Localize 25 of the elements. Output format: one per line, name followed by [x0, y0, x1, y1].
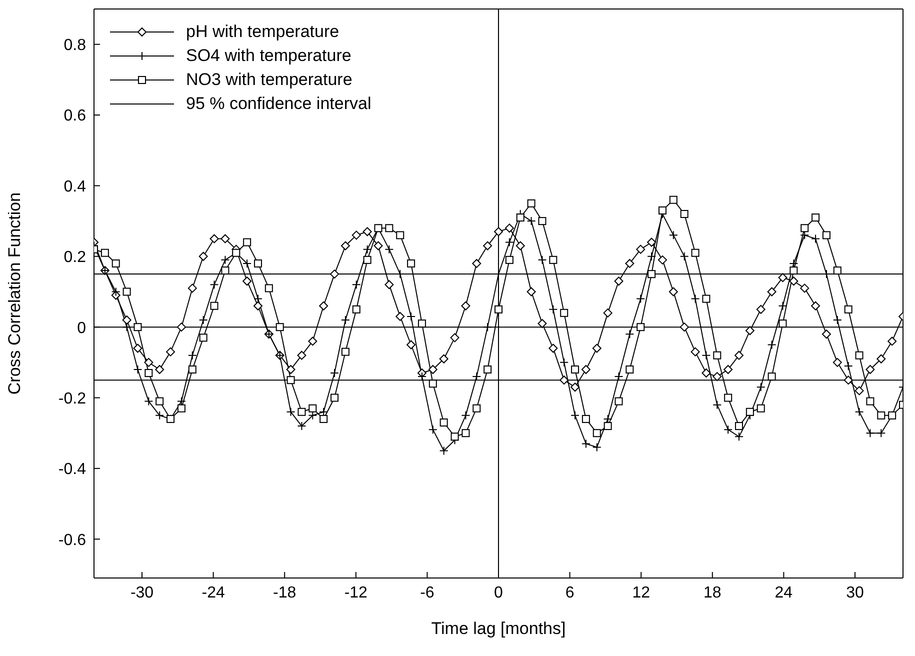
x-tick-label: -6 [420, 584, 434, 602]
x-axis-title: Time lag [months] [431, 619, 566, 638]
x-tick-label: 6 [565, 584, 574, 602]
x-tick-label: 18 [703, 584, 722, 602]
x-tick-label: -24 [202, 584, 225, 602]
y-tick-label: 0.4 [64, 178, 86, 196]
x-tick-label: 0 [494, 584, 504, 602]
legend-label: SO4 with temperature [186, 46, 352, 66]
x-tick-label: -12 [344, 584, 368, 602]
legend-label: NO3 with temperature [186, 70, 352, 90]
x-tick-label: 30 [846, 584, 864, 602]
x-tick-label: -30 [130, 584, 154, 602]
legend-label: 95 % confidence interval [186, 94, 372, 114]
y-tick-label: 0.6 [64, 108, 86, 125]
legend-label: pH with temperature [186, 22, 340, 42]
y-axis-title: Cross Correlation Function [5, 192, 24, 395]
y-tick-label: 0 [77, 320, 86, 337]
y-tick-label: 0.2 [64, 249, 86, 266]
y-tick-label: -0.6 [58, 532, 86, 549]
y-tick-label: -0.4 [58, 461, 86, 478]
x-tick-label: 12 [632, 584, 650, 602]
x-tick-label: -18 [273, 584, 296, 602]
x-tick-label: 24 [774, 584, 793, 602]
y-tick-label: 0.8 [64, 37, 86, 54]
y-tick-label: -0.2 [58, 390, 86, 408]
